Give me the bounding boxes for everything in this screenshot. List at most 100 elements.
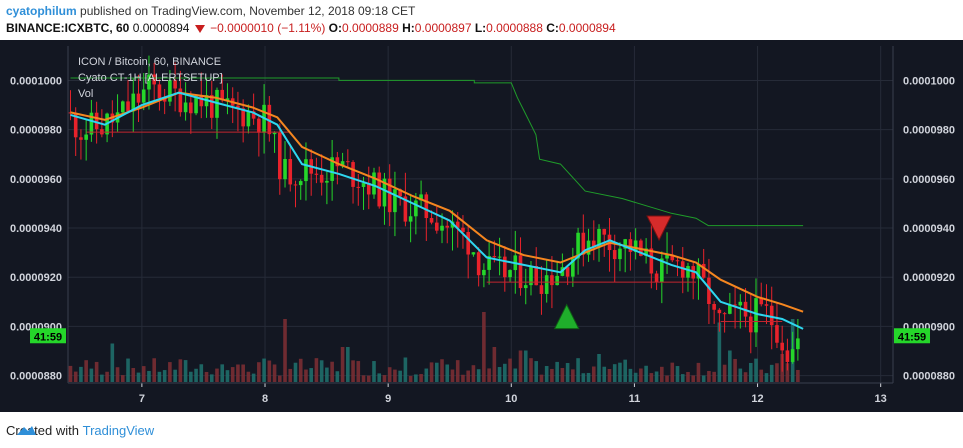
volume-bar <box>262 358 266 382</box>
volume-bar <box>722 364 727 382</box>
candle-body <box>293 184 298 186</box>
volume-bar <box>707 370 711 382</box>
candle-body <box>748 316 753 333</box>
volume-bar <box>162 370 167 382</box>
candle-body <box>670 254 675 261</box>
candle-body <box>576 232 580 259</box>
candle-body <box>189 102 193 114</box>
author-name[interactable]: cyatophilum <box>6 4 77 18</box>
volume-bar <box>581 373 586 382</box>
y-tick-right: 0.0000880 <box>903 371 955 383</box>
candle-body <box>633 240 638 252</box>
volume-bar <box>204 371 209 382</box>
buy-signal-triangle <box>553 303 580 330</box>
volume-bar <box>361 375 366 382</box>
symbol-label: BINANCE:ICXBTC, 60 <box>6 21 130 35</box>
tradingview-brand[interactable]: TradingView <box>82 423 155 438</box>
y-tick-left: 0.0000880 <box>10 371 62 383</box>
candle-body <box>120 101 125 113</box>
candle-body <box>550 275 554 286</box>
candle-body <box>796 338 800 350</box>
volume-bar <box>414 374 418 382</box>
candle-body <box>618 248 622 260</box>
candle-body <box>298 181 303 186</box>
candle-body <box>356 186 361 188</box>
candle-body <box>529 265 533 286</box>
volume-bar <box>126 358 130 382</box>
candle-body <box>602 228 607 235</box>
sell-signal-triangle <box>646 215 672 242</box>
volume-bar <box>351 360 355 382</box>
volume-bar <box>173 369 177 382</box>
volume-bar <box>241 364 245 382</box>
volume-bar <box>691 375 696 382</box>
volume-bar <box>408 375 413 382</box>
volume-bar <box>356 361 361 382</box>
candle-body <box>790 349 795 362</box>
candle-body <box>283 158 287 180</box>
candle-body <box>440 225 444 231</box>
candle-body <box>471 252 476 255</box>
candle-body <box>414 200 418 217</box>
volume-bar <box>560 368 565 382</box>
volume-bar <box>503 363 507 382</box>
volume-bar <box>335 371 340 382</box>
candle-body <box>707 277 711 304</box>
volume-bar <box>550 368 554 382</box>
high-value: 0.0000897 <box>414 21 472 35</box>
volume-bar <box>644 365 648 382</box>
candle-body <box>335 157 340 167</box>
legend-indicator: Cyato CT-1H [ALERTSETUP] <box>78 72 223 84</box>
chart-area[interactable]: 0.0000880 0.0000880 0.0000900 0.0000900 0.00… <box>0 40 963 412</box>
volume-bar <box>309 368 313 382</box>
volume-bar <box>366 375 371 382</box>
volume-bar <box>141 366 146 382</box>
candle-body <box>628 239 633 252</box>
y-tick-right: 0.0001000 <box>903 75 955 87</box>
candle-body <box>612 250 617 260</box>
volume-bar <box>602 366 607 382</box>
candle-body <box>581 232 586 255</box>
x-tick-label: 13 <box>875 393 887 405</box>
candle-body <box>173 80 177 89</box>
volume-bar <box>717 322 722 382</box>
candle-body <box>508 270 512 278</box>
candle-body <box>136 93 141 103</box>
candle-body <box>482 269 486 276</box>
volume-bar <box>434 362 439 382</box>
volume-bar <box>424 368 429 382</box>
candle-body <box>466 231 470 255</box>
candle-body <box>199 96 204 107</box>
candle-body <box>591 240 596 248</box>
candle-body <box>267 104 272 135</box>
volume-bar <box>257 362 261 382</box>
candle-body <box>236 105 240 109</box>
volume-bar <box>733 358 737 382</box>
candle-body <box>225 98 230 101</box>
candle-body <box>372 172 376 195</box>
price-tag-left-text: 41:59 <box>34 331 62 343</box>
volume-bar <box>225 370 230 382</box>
volume-bar <box>712 371 716 382</box>
candle-body <box>94 112 99 130</box>
y-tick-left: 0.0000940 <box>10 223 62 235</box>
legend-volume: Vol <box>78 88 93 100</box>
volume-bar <box>246 371 251 382</box>
candle-body <box>759 298 764 305</box>
publish-info: cyatophilum published on TradingView.com… <box>6 4 415 18</box>
candle-body <box>84 134 88 140</box>
y-tick-left: 0.0000920 <box>10 272 62 284</box>
candle-body <box>131 93 136 112</box>
volume-bar <box>168 362 172 382</box>
candle-body <box>257 118 261 133</box>
candle-body <box>754 298 758 333</box>
x-tick-label: 8 <box>262 393 268 405</box>
candle-body <box>366 183 371 195</box>
volume-bar <box>209 374 214 382</box>
volume-bar <box>775 363 779 382</box>
volume-bar <box>623 359 627 382</box>
candle-body <box>319 174 324 183</box>
candle-body <box>728 304 732 314</box>
candle-body <box>665 254 669 259</box>
